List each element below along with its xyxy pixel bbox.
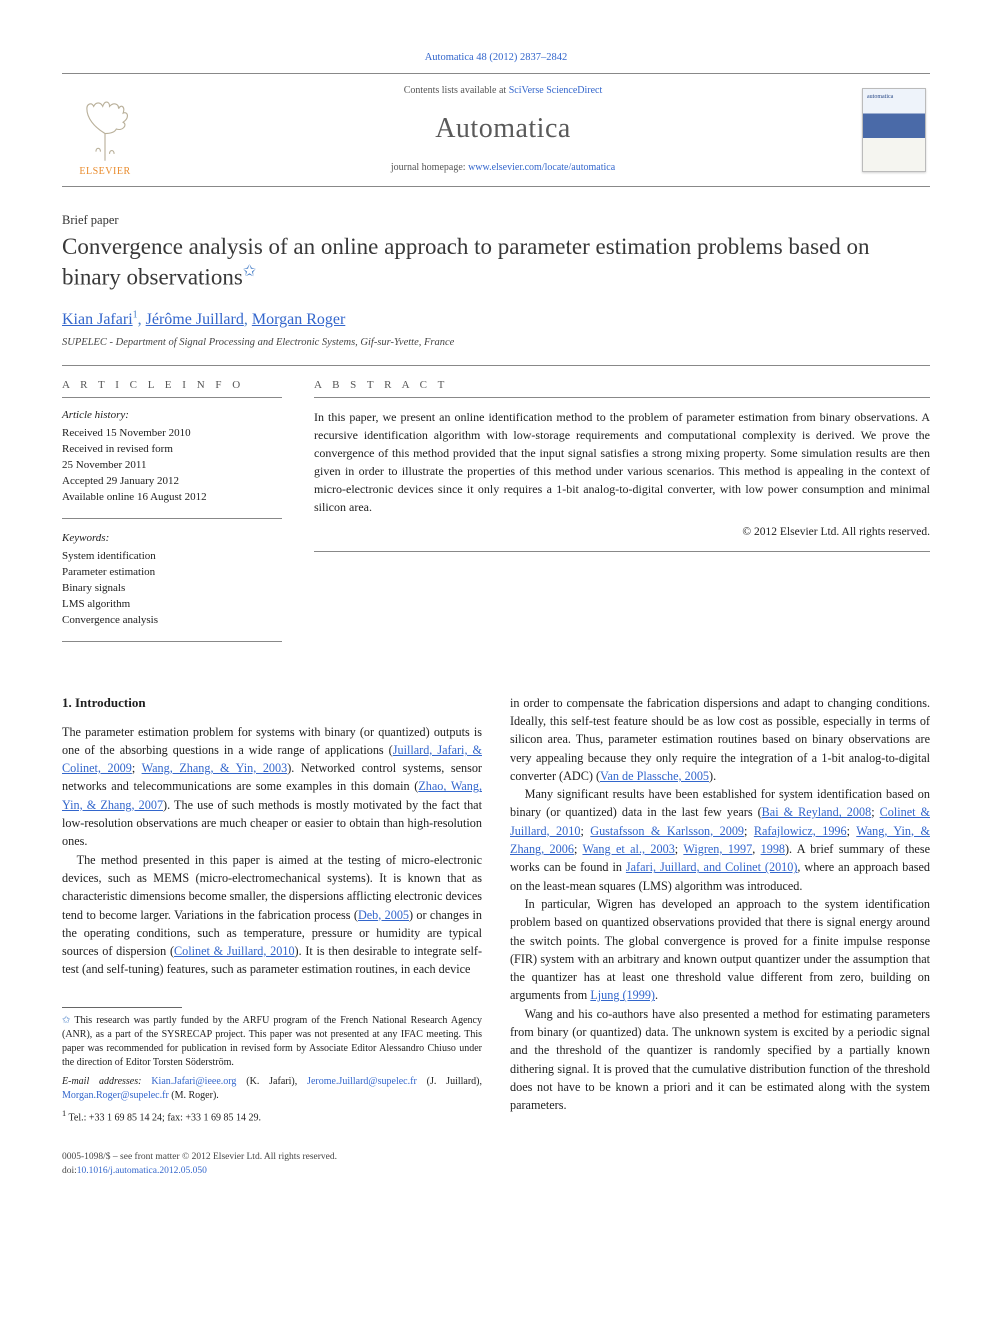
text-run: . [655,988,658,1002]
title-text: Convergence analysis of an online approa… [62,234,870,289]
author-sep-1: , [138,311,146,328]
contents-prefix: Contents lists available at [404,85,509,96]
history-line: Received 15 November 2010 [62,426,282,442]
abstract-rule [314,551,930,552]
citation-link[interactable]: Rafajlowicz, 1996 [754,824,847,838]
history-label: Article history: [62,408,282,424]
copyright: © 2012 Elsevier Ltd. All rights reserved… [314,524,930,541]
citation-link[interactable]: 1998 [761,842,785,856]
cover-block [852,74,930,186]
keyword: LMS algorithm [62,597,282,613]
text-run: In particular, Wigren has developed an a… [510,897,930,1002]
footnote-rule [62,1007,182,1008]
text-run: (K. Jafari), [236,1076,307,1087]
history-line: Available online 16 August 2012 [62,490,282,506]
history-line: Accepted 29 January 2012 [62,474,282,490]
email-link[interactable]: Kian.Jafari@ieee.org [151,1076,236,1087]
text-run: Wang and his co-authors have also presen… [510,1007,930,1112]
authors: Kian Jafari1, Jérôme Juillard, Morgan Ro… [62,308,930,331]
publisher-block: ELSEVIER [62,74,154,186]
footnote-email-label: E-mail addresses: [62,1076,151,1087]
publisher-label: ELSEVIER [79,165,130,180]
citation-link[interactable]: Deb, 2005 [358,908,409,922]
abstract-heading: a b s t r a c t [314,378,930,399]
text-run: ; [871,805,879,819]
doi-label: doi: [62,1166,77,1176]
keyword: Convergence analysis [62,613,282,629]
keywords-rule [62,641,282,642]
homepage-prefix: journal homepage: [391,162,468,173]
footnote-star: ✩ This research was partly funded by the… [62,1014,482,1070]
keyword: Binary signals [62,581,282,597]
paragraph: The method presented in this paper is ai… [62,851,482,979]
history-line: 25 November 2011 [62,458,282,474]
author-sep-2: , [244,311,252,328]
elsevier-tree-icon [71,95,139,163]
doi-link[interactable]: 10.1016/j.automatica.2012.05.050 [77,1166,207,1176]
footer-doi: doi:10.1016/j.automatica.2012.05.050 [62,1165,930,1179]
text-run: in order to compensate the fabrication d… [510,696,930,783]
footer-line-1: 0005-1098/$ – see front matter © 2012 El… [62,1151,930,1165]
footnote-text: This research was partly funded by the A… [62,1015,482,1068]
text-run: (M. Roger). [169,1090,219,1101]
paper-type: Brief paper [62,211,930,229]
text-run: , [752,842,760,856]
paragraph: In particular, Wigren has developed an a… [510,895,930,1005]
citation-link[interactable]: Ljung (1999) [590,988,655,1002]
text-run: ). [709,769,716,783]
affiliation: SUPELEC - Department of Signal Processin… [62,335,930,350]
body-col-right: in order to compensate the fabrication d… [510,694,930,1125]
text-run: ; [744,824,754,838]
text-run: ; [580,824,590,838]
masthead: ELSEVIER Contents lists available at Sci… [62,74,930,187]
keyword: Parameter estimation [62,565,282,581]
section-heading: 1. Introduction [62,694,482,713]
abstract-block: a b s t r a c t In this paper, we presen… [314,378,930,642]
paragraph: The parameter estimation problem for sys… [62,723,482,851]
author-1-link[interactable]: Kian Jafari [62,311,133,328]
header-citation: Automatica 48 (2012) 2837–2842 [62,50,930,65]
keywords-label: Keywords: [62,531,282,547]
article-info: a r t i c l e i n f o Article history: R… [62,378,282,642]
author-2-link[interactable]: Jérôme Juillard [146,311,244,328]
sciencedirect-link[interactable]: SciVerse ScienceDirect [509,85,603,96]
citation-link[interactable]: Gustafsson & Karlsson, 2009 [590,824,744,838]
citation-link[interactable]: Wang et al., 2003 [582,842,674,856]
homepage-line: journal homepage: www.elsevier.com/locat… [162,161,844,176]
homepage-link[interactable]: www.elsevier.com/locate/automatica [468,162,615,173]
journal-name: Automatica [162,109,844,150]
email-link[interactable]: Morgan.Roger@supelec.fr [62,1090,169,1101]
body-col-left: 1. Introduction The parameter estimation… [62,694,482,1125]
page-footer: 0005-1098/$ – see front matter © 2012 El… [62,1151,930,1179]
keyword: System identification [62,549,282,565]
paragraph: Wang and his co-authors have also presen… [510,1005,930,1115]
paper-title: Convergence analysis of an online approa… [62,233,930,292]
text-run: (J. Juillard), [417,1076,482,1087]
citation-link[interactable]: Wigren, 1997 [683,842,752,856]
title-footnote-marker: ✩ [243,263,256,280]
masthead-center: Contents lists available at SciVerse Sci… [154,74,852,186]
citation-link[interactable]: Jafari, Juillard, and Colinet (2010) [626,860,798,874]
text-run: ; [847,824,857,838]
citation-link[interactable]: Colinet & Juillard, 2010 [174,944,295,958]
author-3-link[interactable]: Morgan Roger [252,311,345,328]
footnote-1: 1 Tel.: +33 1 69 85 14 24; fax: +33 1 69… [62,1108,482,1125]
citation-link[interactable]: Van de Plassche, 2005 [600,769,709,783]
citation-link[interactable]: Bai & Reyland, 2008 [762,805,872,819]
info-heading: a r t i c l e i n f o [62,378,282,399]
contents-line: Contents lists available at SciVerse Sci… [162,84,844,99]
email-link[interactable]: Jerome.Juillard@supelec.fr [307,1076,417,1087]
abstract-text: In this paper, we present an online iden… [314,408,930,516]
citation-link[interactable]: Wang, Zhang, & Yin, 2003 [142,761,288,775]
footnote-emails: E-mail addresses: Kian.Jafari@ieee.org (… [62,1075,482,1103]
journal-cover-thumb [862,88,926,172]
paragraph: Many significant results have been estab… [510,785,930,895]
text-run: ; [132,761,142,775]
title-rule [62,365,930,366]
history-line: Received in revised form [62,442,282,458]
footnote-text: Tel.: +33 1 69 85 14 24; fax: +33 1 69 8… [66,1112,261,1123]
paragraph: in order to compensate the fabrication d… [510,694,930,785]
